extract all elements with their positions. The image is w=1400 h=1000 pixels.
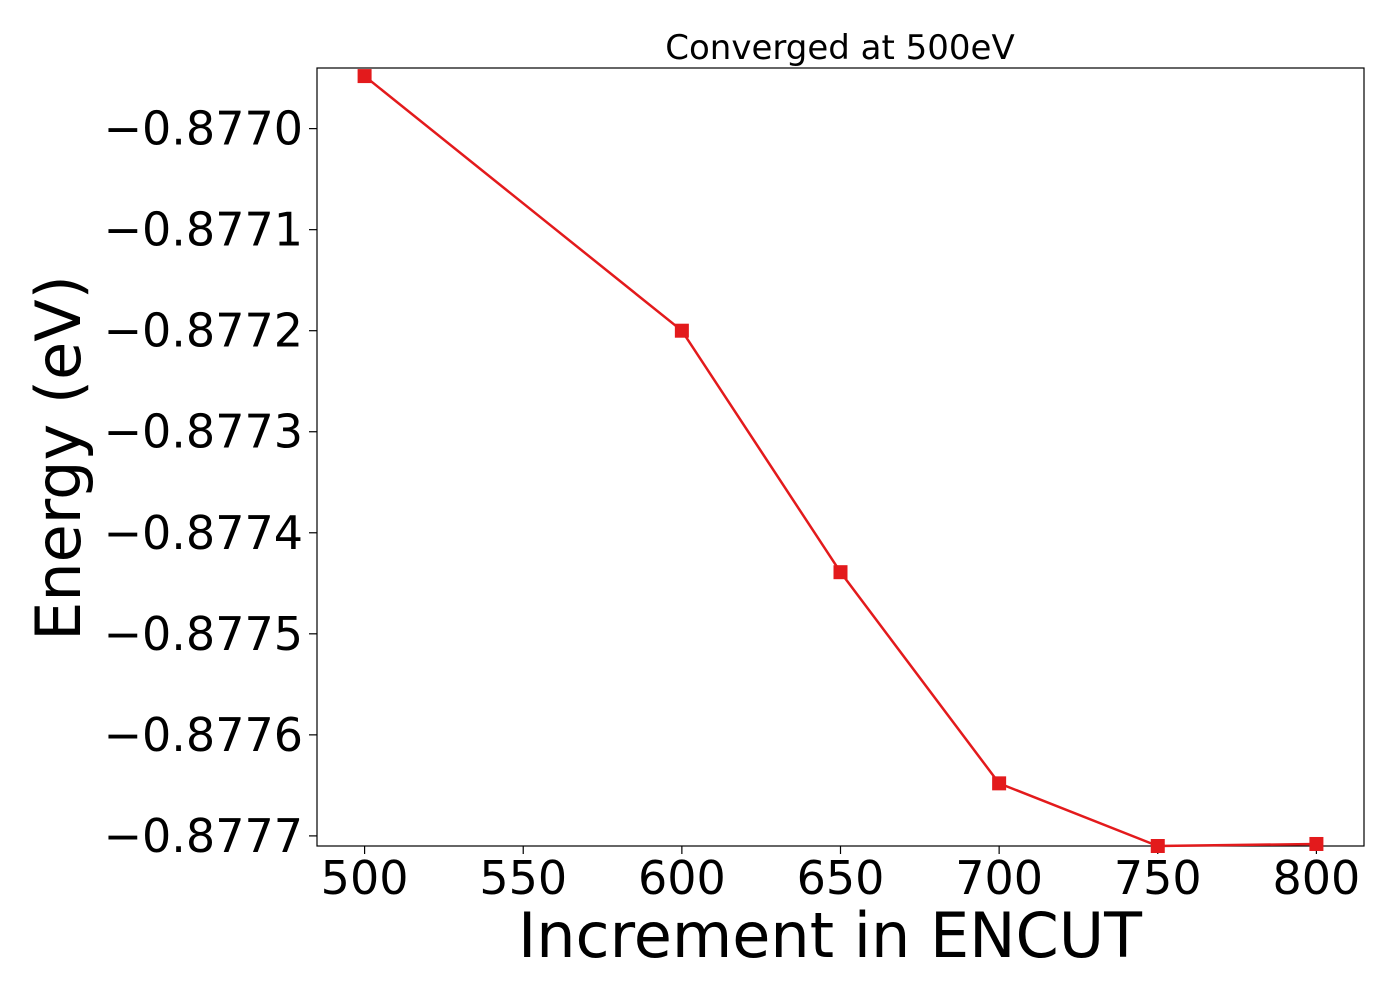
- data-point: [1309, 836, 1324, 851]
- x-tick-label: 750: [1114, 851, 1202, 905]
- series-layer: [357, 69, 1324, 853]
- x-tick-label: 550: [479, 851, 567, 905]
- y-tick-label: −0.8772: [104, 304, 304, 358]
- y-tick-label: −0.8776: [104, 708, 304, 762]
- y-tick-label: −0.8774: [104, 506, 304, 560]
- data-point: [992, 776, 1007, 791]
- y-tick-label: −0.8770: [104, 102, 304, 156]
- y-tick-label: −0.8771: [104, 203, 304, 257]
- y-axis-label: Energy (eV): [22, 275, 95, 641]
- x-tick-label: 600: [638, 851, 726, 905]
- y-tick-label: −0.8773: [104, 405, 304, 459]
- plot-area-frame: [316, 67, 1365, 847]
- y-axis-ticks: −0.8770 −0.8771 −0.8772 −0.8773 −0.8774 −0.87…: [104, 102, 317, 863]
- data-point: [357, 69, 372, 84]
- x-tick-label: 700: [955, 851, 1043, 905]
- series-line: [363, 75, 1317, 848]
- data-point: [674, 323, 689, 338]
- x-axis-label: Increment in ENCUT: [518, 899, 1143, 972]
- x-tick-label: 500: [321, 851, 409, 905]
- x-axis-ticks: 500 550 600 650 700 750 800: [321, 846, 1361, 905]
- y-tick-label: −0.8775: [104, 607, 304, 661]
- y-tick-label: −0.8777: [104, 809, 304, 863]
- data-point: [1150, 839, 1165, 853]
- x-tick-label: 800: [1273, 851, 1361, 905]
- data-point: [833, 565, 848, 580]
- chart-title: Converged at 500eV: [665, 28, 1014, 68]
- x-tick-label: 650: [797, 851, 885, 905]
